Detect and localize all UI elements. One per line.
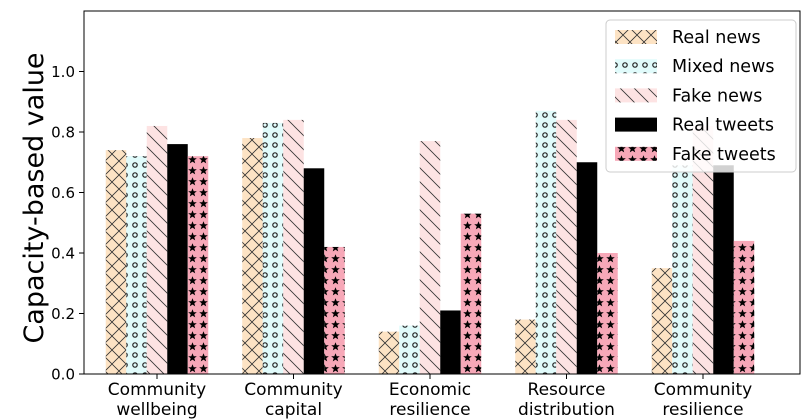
x-category-label: Resource bbox=[528, 380, 606, 400]
bar-mixed-news bbox=[672, 165, 693, 374]
y-axis-label: Capacity-based value bbox=[19, 52, 50, 343]
y-axis-ticks: 0.0 0.2 0.4 0.6 0.8 1.0 bbox=[51, 63, 84, 384]
legend: Real news Mixed news Fake news Real tweets F… bbox=[605, 19, 797, 173]
legend-swatch bbox=[615, 88, 657, 103]
legend-label: Real news bbox=[672, 28, 761, 48]
bar-mixed-news bbox=[126, 156, 147, 374]
y-tick-label: 0.6 bbox=[51, 184, 75, 202]
bar-real-tweets bbox=[167, 144, 188, 374]
bar-real-news bbox=[105, 150, 127, 374]
x-category-label: Community bbox=[108, 380, 206, 400]
y-tick-label: 1.0 bbox=[51, 63, 75, 81]
legend-label: Mixed news bbox=[672, 57, 775, 77]
x-category-label: resilience bbox=[662, 400, 743, 420]
bar-fake-tweets bbox=[460, 213, 482, 374]
bar-fake-news bbox=[283, 119, 304, 375]
bar-real-news bbox=[651, 268, 673, 374]
bar-real-news bbox=[242, 138, 263, 374]
legend-label: Fake tweets bbox=[672, 145, 776, 165]
bars bbox=[105, 110, 755, 375]
bar-real-tweets bbox=[713, 165, 734, 374]
bar-fake-news bbox=[146, 125, 168, 374]
bar-mixed-news bbox=[535, 110, 557, 374]
bar-mixed-news bbox=[262, 122, 284, 374]
x-category-label: distribution bbox=[518, 400, 615, 420]
bar-fake-tweets bbox=[733, 240, 755, 374]
bar-fake-tweets bbox=[187, 156, 209, 374]
legend-label: Fake news bbox=[672, 86, 762, 106]
bar-real-news bbox=[515, 319, 536, 374]
x-category-label: capital bbox=[265, 400, 322, 420]
x-axis-categories: CommunitywellbeingCommunitycapitalEconom… bbox=[108, 374, 752, 420]
x-category-label: Economic bbox=[389, 380, 471, 400]
bar-fake-news bbox=[419, 141, 441, 374]
y-tick-label: 0.8 bbox=[51, 124, 75, 142]
legend-swatch bbox=[615, 117, 657, 132]
legend-label: Real tweets bbox=[672, 116, 774, 136]
bar-real-tweets bbox=[576, 162, 598, 374]
y-tick-label: 0.2 bbox=[51, 305, 75, 323]
x-category-label: wellbeing bbox=[116, 400, 197, 420]
legend-swatch bbox=[615, 146, 657, 161]
x-category-label: Community bbox=[244, 380, 342, 400]
bar-real-tweets bbox=[303, 168, 325, 374]
bar-real-news bbox=[378, 331, 400, 374]
legend-swatch bbox=[615, 30, 657, 44]
plot-frame bbox=[83, 10, 801, 375]
legend-box bbox=[605, 19, 797, 173]
legend-swatch bbox=[615, 59, 657, 74]
bar-fake-tweets bbox=[597, 253, 618, 374]
bar-real-tweets bbox=[440, 310, 461, 374]
bar-fake-news bbox=[556, 119, 577, 375]
bar-fake-news bbox=[692, 125, 714, 374]
x-category-label: resilience bbox=[389, 400, 470, 420]
x-category-label: Community bbox=[654, 380, 752, 400]
bar-fake-tweets bbox=[324, 246, 345, 374]
y-tick-label: 0.4 bbox=[51, 245, 75, 263]
bar-mixed-news bbox=[399, 325, 420, 374]
y-tick-label: 0.0 bbox=[51, 366, 75, 384]
